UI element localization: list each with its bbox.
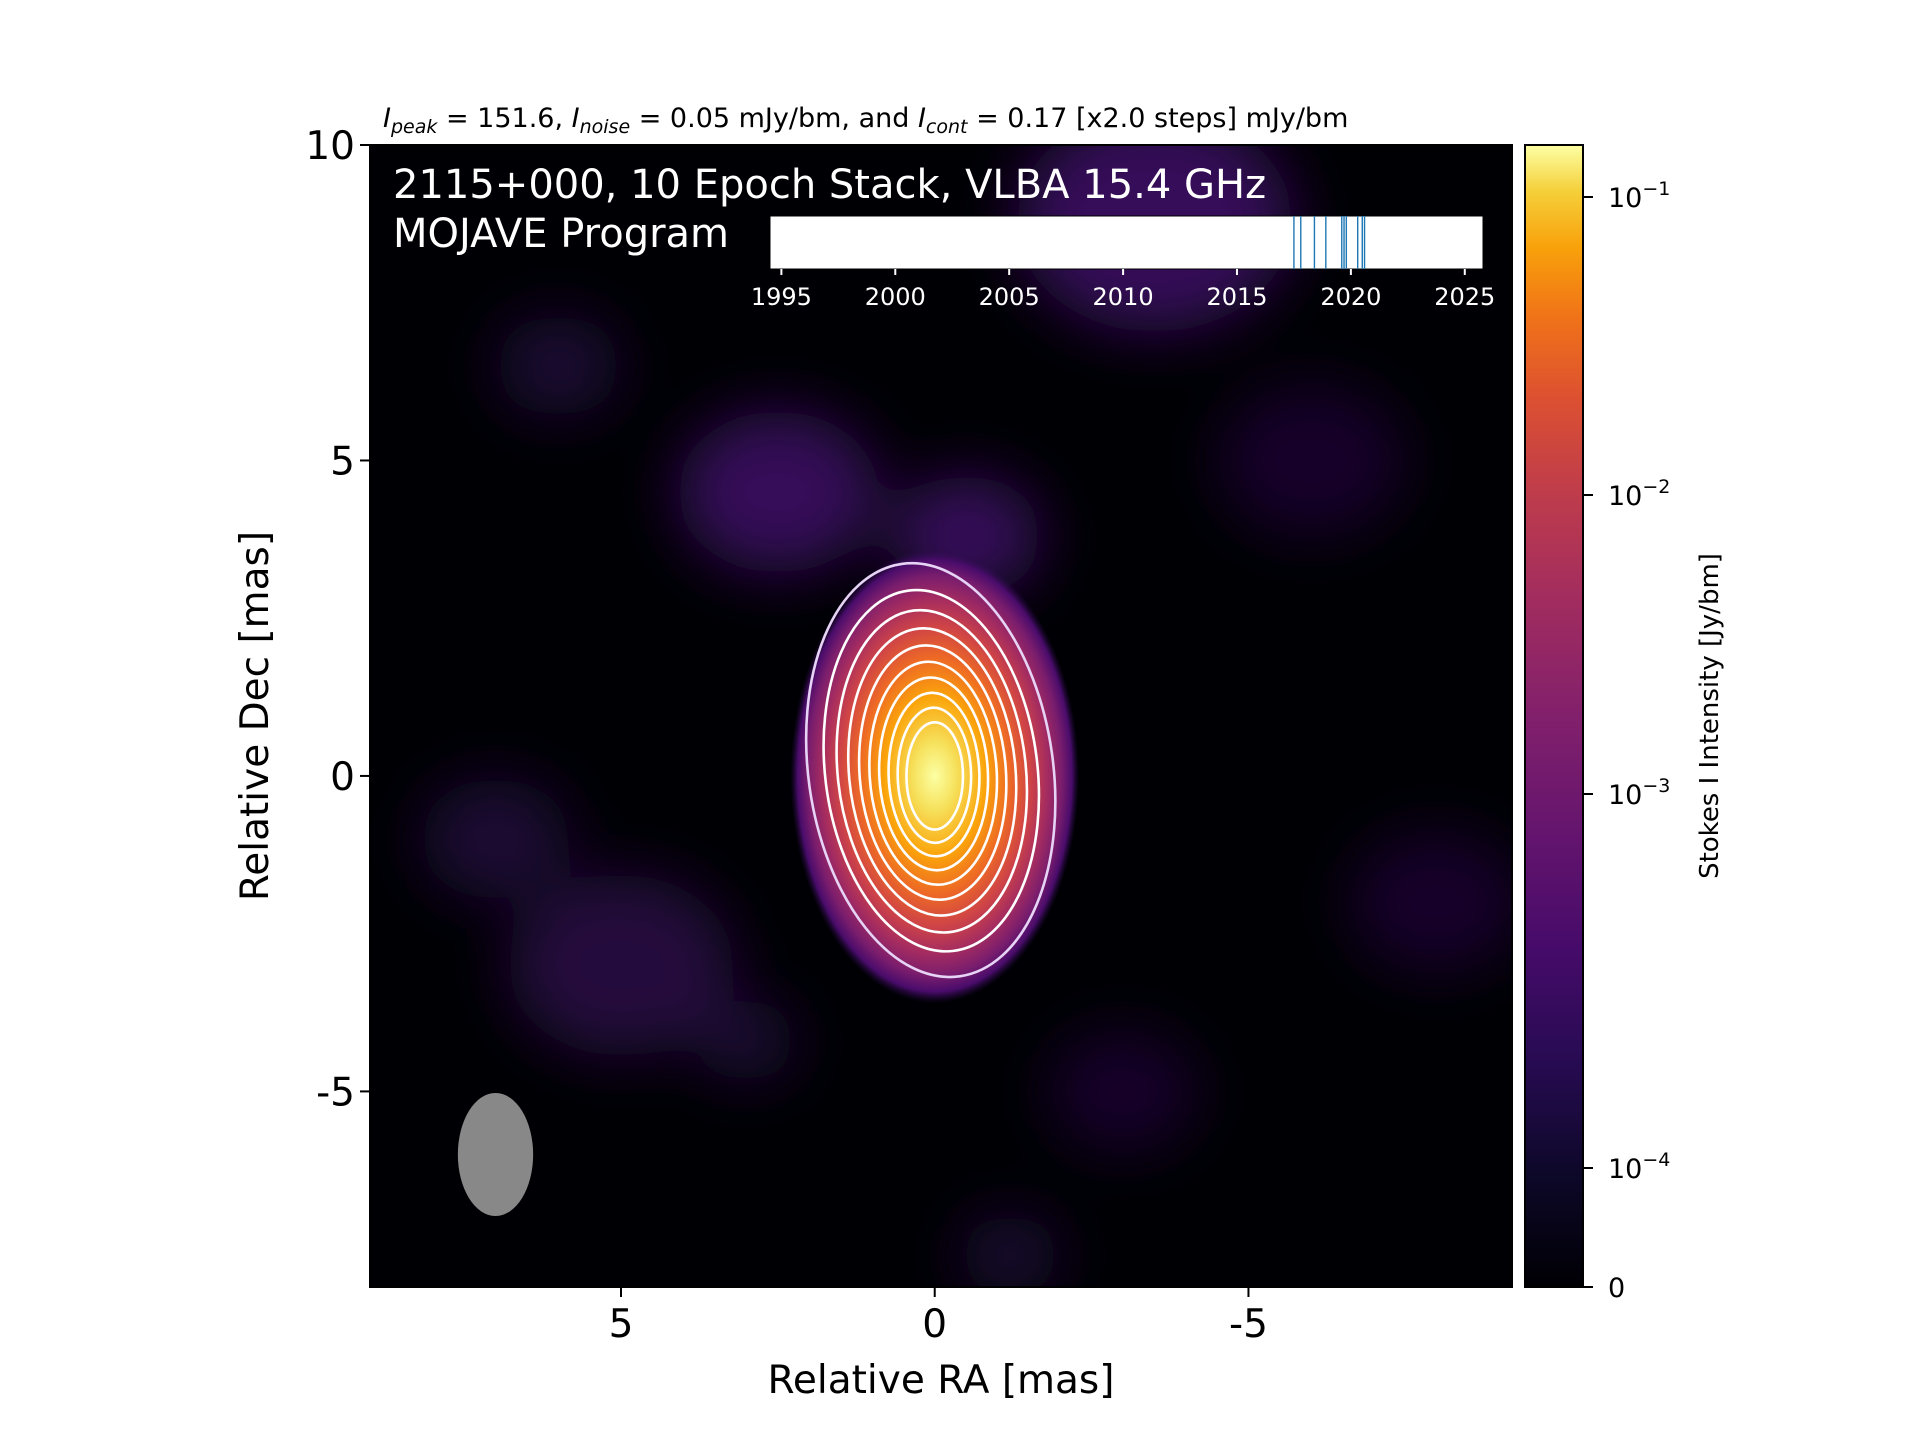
contour-line	[835, 608, 1029, 934]
colorbar-label: Stokes I Intensity [Jy/bm]	[1695, 553, 1725, 879]
beam-layer	[457, 1092, 534, 1217]
colorbar-gradient	[1525, 145, 1583, 1287]
colorbar-ticks: 10−1 10−2 10−3 10−4 0	[1583, 178, 1670, 1304]
contour-line	[804, 561, 1057, 979]
noise-blob	[420, 778, 571, 900]
noise-blob	[1047, 1030, 1199, 1152]
title-peak-subscript: peak	[390, 116, 438, 138]
plot-frame	[369, 144, 1513, 1288]
contour-line	[857, 644, 1008, 902]
chart-title: Ipeak = 151.6, Inoise = 0.05 mJy/bm, and…	[383, 103, 1348, 138]
colorbar-tick-label: 0	[1608, 1273, 1625, 1304]
epoch-timeline-inset: 1995 2000 2005 2010 2015 2020 2025	[751, 215, 1495, 311]
x-tick-label: 5	[609, 1302, 634, 1347]
x-tick-label: -5	[1229, 1302, 1268, 1347]
epoch-tick-label: 2000	[865, 283, 926, 311]
noise-blob	[508, 874, 734, 1057]
y-tick-label: -5	[316, 1070, 355, 1115]
epoch-tick-label: 2020	[1320, 283, 1381, 311]
contour-line	[887, 691, 981, 858]
contour-layer	[804, 561, 1057, 979]
epoch-lines	[1293, 216, 1366, 269]
title-peak-value: = 151.6,	[437, 103, 571, 134]
title-cont-subscript: cont	[926, 116, 969, 138]
epoch-tick-label: 2005	[979, 283, 1040, 311]
contour-line	[868, 660, 999, 887]
y-tick-label: 5	[330, 439, 355, 484]
program-annotation: MOJAVE Program	[393, 211, 729, 257]
y-axis: 10 5 0 -5	[305, 124, 370, 1115]
y-tick-label: 10	[305, 124, 355, 169]
y-tick-label: 0	[330, 755, 355, 800]
colorbar: 10−1 10−2 10−3 10−4 0 Stokes I Intensity [Jy…	[1524, 144, 1725, 1304]
noise-layer	[420, 145, 1512, 1287]
y-axis-label: Relative Dec [mas]	[233, 531, 278, 901]
noise-blob	[959, 1215, 1061, 1287]
title-noise-value: = 0.05 mJy/bm, and	[630, 103, 918, 134]
colorbar-frame	[1524, 144, 1584, 1288]
source-annotation: 2115+000, 10 Epoch Stack, VLBA 15.4 GHz	[393, 162, 1266, 208]
colorbar-tick-label: 10−1	[1608, 178, 1670, 214]
contour-line	[905, 721, 965, 831]
epoch-tick-label: 2015	[1206, 283, 1267, 311]
contour-line	[877, 676, 990, 872]
epoch-tick-label: 2010	[1093, 283, 1154, 311]
x-tick-label: 0	[922, 1302, 947, 1347]
title-cont-value: = 0.17 [x2.0 steps] mJy/bm	[967, 103, 1348, 134]
contour-line	[896, 706, 973, 845]
epoch-tick-label: 2025	[1434, 283, 1495, 311]
noise-blob	[677, 411, 879, 573]
beam-ellipse	[457, 1092, 534, 1217]
noise-blob	[1348, 831, 1512, 973]
x-axis: 5 0 -5	[609, 1287, 1268, 1347]
noise-blob	[495, 315, 621, 417]
colorbar-tick-label: 10−4	[1608, 1149, 1670, 1185]
epoch-tick-label: 1995	[751, 283, 812, 311]
x-axis-label: Relative RA [mas]	[768, 1358, 1115, 1403]
title-noise-symbol: I	[572, 103, 580, 134]
title-cont-symbol: I	[918, 103, 926, 134]
contour-line	[846, 627, 1018, 917]
contour-line	[822, 588, 1041, 953]
title-peak-symbol: I	[383, 103, 391, 134]
noise-blob	[696, 1000, 797, 1082]
epoch-axis: 1995 2000 2005 2010 2015 2020 2025	[751, 269, 1495, 311]
image-panel: 5 0 -5 10 5 0 -5	[305, 124, 1513, 1347]
title-noise-subscript: noise	[580, 116, 631, 138]
epoch-timeline-box	[769, 215, 1484, 270]
colorbar-tick-label: 10−3	[1608, 775, 1670, 811]
noise-blob	[1217, 384, 1406, 537]
colorbar-tick-label: 10−2	[1608, 476, 1670, 512]
